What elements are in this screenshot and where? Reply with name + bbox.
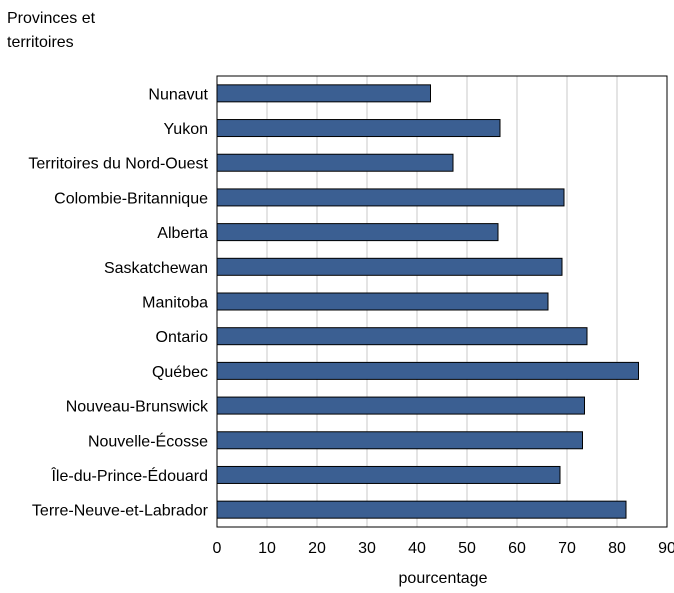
- x-tick-label: 10: [258, 540, 276, 557]
- category-label: Saskatchewan: [104, 260, 208, 277]
- bar: [216, 257, 563, 276]
- y-axis-title-line-1: Provinces et: [7, 10, 96, 27]
- category-label: Yukon: [164, 121, 208, 138]
- category-label: Alberta: [157, 225, 208, 242]
- category-label: Manitoba: [142, 295, 208, 312]
- category-label: Territoires du Nord-Ouest: [28, 156, 208, 173]
- bar: [216, 119, 501, 138]
- x-tick-labels: 0 10 20 30 40 50 60 70 80 90: [213, 540, 674, 557]
- bar: [216, 361, 639, 380]
- x-tick-label: 0: [213, 540, 222, 557]
- bar: [216, 500, 627, 519]
- category-label: Île-du-Prince-Édouard: [50, 466, 208, 485]
- bar: [216, 396, 585, 415]
- category-labels: Nunavut Yukon Territoires du Nord-Ouest Col…: [28, 86, 209, 519]
- x-tick-label: 80: [608, 540, 626, 557]
- bar: [216, 465, 561, 484]
- bar: [216, 292, 549, 311]
- bar: [216, 84, 431, 103]
- x-tick-label: 20: [308, 540, 326, 557]
- x-tick-label: 40: [408, 540, 426, 557]
- category-label: Ontario: [156, 329, 209, 346]
- plot-area-frame: [216, 75, 668, 528]
- x-axis-title: pourcentage: [399, 570, 488, 587]
- category-label: Colombie-Britannique: [54, 190, 208, 207]
- category-label: Nouvelle-Écosse: [88, 431, 208, 450]
- bars: [216, 84, 639, 519]
- category-label: Nunavut: [148, 86, 208, 103]
- x-tick-label: 50: [458, 540, 476, 557]
- category-label: Nouveau-Brunswick: [66, 399, 209, 416]
- bar: [216, 188, 565, 207]
- bar: [216, 431, 583, 450]
- x-tick-label: 90: [658, 540, 674, 557]
- bar: [216, 153, 454, 172]
- category-label: Québec: [152, 364, 208, 381]
- bar: [216, 327, 588, 346]
- bar: [216, 223, 499, 242]
- category-label: Terre-Neuve-et-Labrador: [32, 503, 209, 520]
- y-axis-title-line-2: territoires: [7, 34, 74, 51]
- x-tick-label: 30: [358, 540, 376, 557]
- x-tick-label: 60: [508, 540, 526, 557]
- x-tick-label: 70: [558, 540, 576, 557]
